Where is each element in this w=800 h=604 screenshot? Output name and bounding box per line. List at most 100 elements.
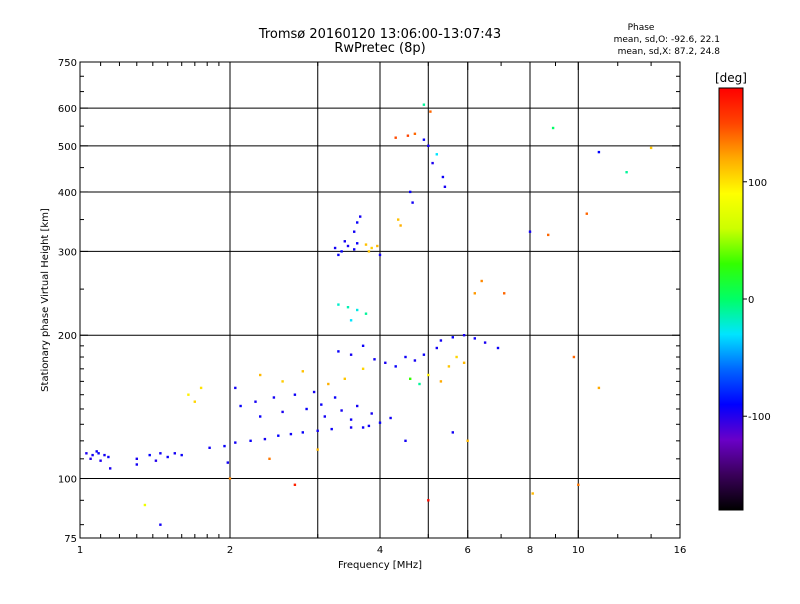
data-point (323, 415, 326, 418)
data-point (451, 336, 454, 339)
data-point (259, 373, 262, 377)
data-point (378, 421, 382, 424)
data-point (466, 439, 469, 442)
data-point (439, 380, 443, 383)
data-point (320, 403, 323, 406)
data-point (272, 396, 276, 399)
data-point (528, 230, 532, 233)
data-point (409, 377, 412, 380)
data-point (208, 446, 211, 449)
data-point (411, 201, 414, 204)
data-point (159, 523, 162, 526)
data-points (85, 103, 653, 526)
data-point (361, 344, 365, 347)
data-point (281, 410, 284, 414)
data-point (422, 138, 426, 141)
data-point (154, 459, 158, 462)
colorbar-tick-label: -100 (748, 412, 771, 423)
y-axis-label: Stationary phase Virtual Height [km] (40, 208, 51, 392)
colorbar-ticks: -100 0 100 (743, 178, 771, 423)
y-tick-label: 750 (58, 58, 77, 69)
data-point (173, 452, 176, 455)
data-point (327, 382, 330, 386)
data-point (447, 365, 451, 368)
data-point (340, 409, 343, 412)
data-point (95, 450, 98, 453)
data-point (418, 382, 421, 386)
data-point (404, 355, 407, 359)
data-point (361, 367, 365, 370)
data-point (356, 404, 359, 408)
data-point (254, 400, 257, 403)
data-point (413, 359, 417, 362)
data-point (193, 400, 196, 403)
data-point (343, 240, 346, 243)
data-point (340, 250, 343, 253)
data-point (166, 455, 169, 459)
data-point (384, 361, 387, 364)
phase-x-stats: mean, sd,X: 87.2, 24.8 (618, 47, 721, 57)
data-point (337, 350, 340, 353)
data-point (85, 452, 88, 455)
plot-grid (80, 62, 680, 538)
data-point (649, 146, 653, 150)
data-point (349, 418, 353, 421)
data-point (370, 412, 373, 415)
data-point (585, 212, 588, 215)
data-point (228, 477, 232, 480)
x-tick-label: 4 (377, 545, 383, 556)
data-point (531, 492, 534, 495)
x-tick-label: 2 (227, 545, 233, 556)
y-tick-label: 500 (58, 142, 77, 153)
data-point (159, 452, 162, 455)
chart-title: Tromsø 20160120 13:06:00-13:07:43 (258, 27, 501, 42)
data-point (389, 416, 392, 420)
data-point (289, 432, 293, 436)
data-point (223, 444, 226, 448)
data-point (349, 319, 353, 322)
data-point (353, 248, 356, 251)
data-point (337, 303, 340, 306)
data-point (337, 253, 340, 257)
phase-heading: Phase (628, 23, 655, 33)
data-point (551, 126, 555, 130)
data-point (441, 175, 445, 179)
x-tick-label: 8 (527, 545, 533, 556)
data-point (597, 386, 601, 390)
data-point (431, 161, 434, 165)
colorbar-tick-label: 100 (748, 178, 767, 189)
data-point (373, 358, 376, 361)
data-point (359, 215, 362, 218)
colorbar (718, 87, 744, 511)
data-point (597, 150, 601, 154)
x-axis: 1 2 4 6 8 10 16 (77, 62, 687, 556)
data-point (399, 224, 402, 227)
data-point (199, 386, 203, 390)
data-point (473, 337, 476, 340)
data-point (455, 355, 458, 359)
data-point (234, 441, 237, 444)
data-point (349, 353, 353, 356)
x-tick-label: 16 (674, 545, 687, 556)
data-point (367, 424, 371, 428)
data-point (316, 429, 319, 432)
data-point (89, 457, 92, 460)
data-point (349, 426, 353, 429)
data-point (427, 373, 430, 377)
data-point (293, 483, 297, 486)
data-point (422, 353, 426, 356)
data-point (409, 190, 412, 194)
data-point (301, 370, 304, 373)
data-point (427, 499, 430, 502)
data-point (429, 110, 432, 113)
data-point (356, 221, 359, 224)
phase-o-stats: mean, sd,O: -92.6, 22.1 (614, 35, 720, 45)
data-point (180, 453, 183, 457)
data-point (439, 339, 443, 342)
data-point (281, 380, 284, 383)
data-point (333, 246, 337, 250)
data-point (268, 457, 271, 460)
data-point (226, 461, 229, 464)
data-point (435, 153, 438, 156)
